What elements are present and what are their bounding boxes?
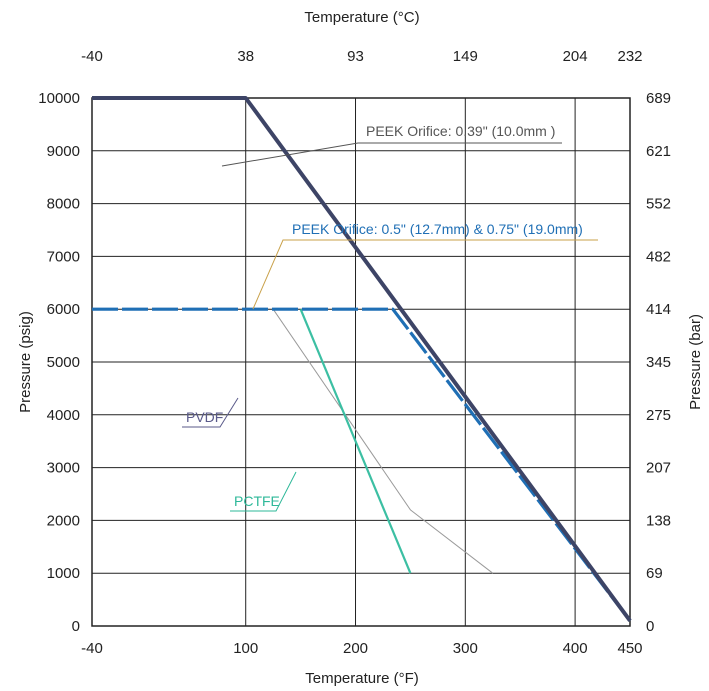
x-tick-bottom-4: 400 <box>563 640 588 657</box>
y-tick-left-9: 9000 <box>47 143 80 160</box>
y-tick-right-10: 689 <box>646 90 671 107</box>
annotation-pctfe: PCTFE <box>234 493 280 509</box>
annotation-leader-3 <box>230 471 297 512</box>
x-tick-top-0: -40 <box>81 48 103 65</box>
y-tick-right-7: 482 <box>646 248 671 265</box>
annotation-leaders <box>182 142 598 512</box>
x-tick-bottom-2: 200 <box>343 640 368 657</box>
x-tick-bottom-3: 300 <box>453 640 478 657</box>
series-line-2 <box>272 308 494 574</box>
y-tick-left-3: 3000 <box>47 460 80 477</box>
annotations: PEEK Orifice: 0.39" (10.0mm ) PEEK Orifi… <box>186 123 583 509</box>
y-tick-right-9: 621 <box>646 143 671 160</box>
y-tick-right-0: 0 <box>646 618 654 635</box>
plot-frame <box>91 97 631 627</box>
x-tick-top-4: 204 <box>563 48 588 65</box>
annotation-peek-05-075: PEEK Orifice: 0.5" (12.7mm) & 0.75" (19.… <box>292 221 583 237</box>
y-tick-right-4: 275 <box>646 407 671 424</box>
annotation-pvdf: PVDF <box>186 409 223 425</box>
x-tick-top-1: 38 <box>237 48 254 65</box>
x-axis-title-top: Temperature (°C) <box>304 9 419 26</box>
y-tick-right-3: 207 <box>646 460 671 477</box>
x-tick-top-3: 149 <box>453 48 478 65</box>
x-ticks-bottom: -40 100 200 300 400 450 <box>81 640 642 657</box>
series-line-1 <box>92 307 632 622</box>
x-tick-top-2: 93 <box>347 48 364 65</box>
series-lines <box>92 96 632 622</box>
x-axis-title-bottom: Temperature (°F) <box>305 670 419 687</box>
y-tick-left-6: 6000 <box>47 301 80 318</box>
y-tick-right-2: 138 <box>646 512 671 529</box>
annotation-leader-2 <box>182 397 239 428</box>
series-line-0 <box>92 96 632 622</box>
y-ticks-right: 0 69 138 207 275 345 414 482 552 621 689 <box>646 90 671 635</box>
x-tick-bottom-0: -40 <box>81 640 103 657</box>
y-tick-left-0: 0 <box>72 618 80 635</box>
y-tick-right-1: 69 <box>646 565 663 582</box>
y-tick-left-2: 2000 <box>47 512 80 529</box>
y-axis-title-left: Pressure (psig) <box>17 311 34 413</box>
y-tick-left-10: 10000 <box>38 90 80 107</box>
y-tick-right-5: 345 <box>646 354 671 371</box>
x-tick-bottom-1: 100 <box>233 640 258 657</box>
x-tick-bottom-5: 450 <box>617 640 642 657</box>
annotation-leader-1 <box>252 239 598 310</box>
annotation-peek-039: PEEK Orifice: 0.39" (10.0mm ) <box>366 123 555 139</box>
y-tick-left-5: 5000 <box>47 354 80 371</box>
x-tick-top-5: 232 <box>617 48 642 65</box>
y-tick-left-7: 7000 <box>47 248 80 265</box>
x-ticks-top: -40 38 93 149 204 232 <box>81 48 642 65</box>
y-ticks-left: 0 1000 2000 3000 4000 5000 6000 7000 8000 9000 100… <box>38 90 80 635</box>
series-line-3 <box>299 308 412 574</box>
y-tick-right-8: 552 <box>646 196 671 213</box>
y-axis-title-right: Pressure (bar) <box>687 314 704 410</box>
y-tick-right-6: 414 <box>646 301 671 318</box>
y-tick-left-1: 1000 <box>47 565 80 582</box>
y-tick-left-8: 8000 <box>47 196 80 213</box>
grid <box>91 97 631 627</box>
y-tick-left-4: 4000 <box>47 407 80 424</box>
annotation-leader-0 <box>221 142 562 167</box>
